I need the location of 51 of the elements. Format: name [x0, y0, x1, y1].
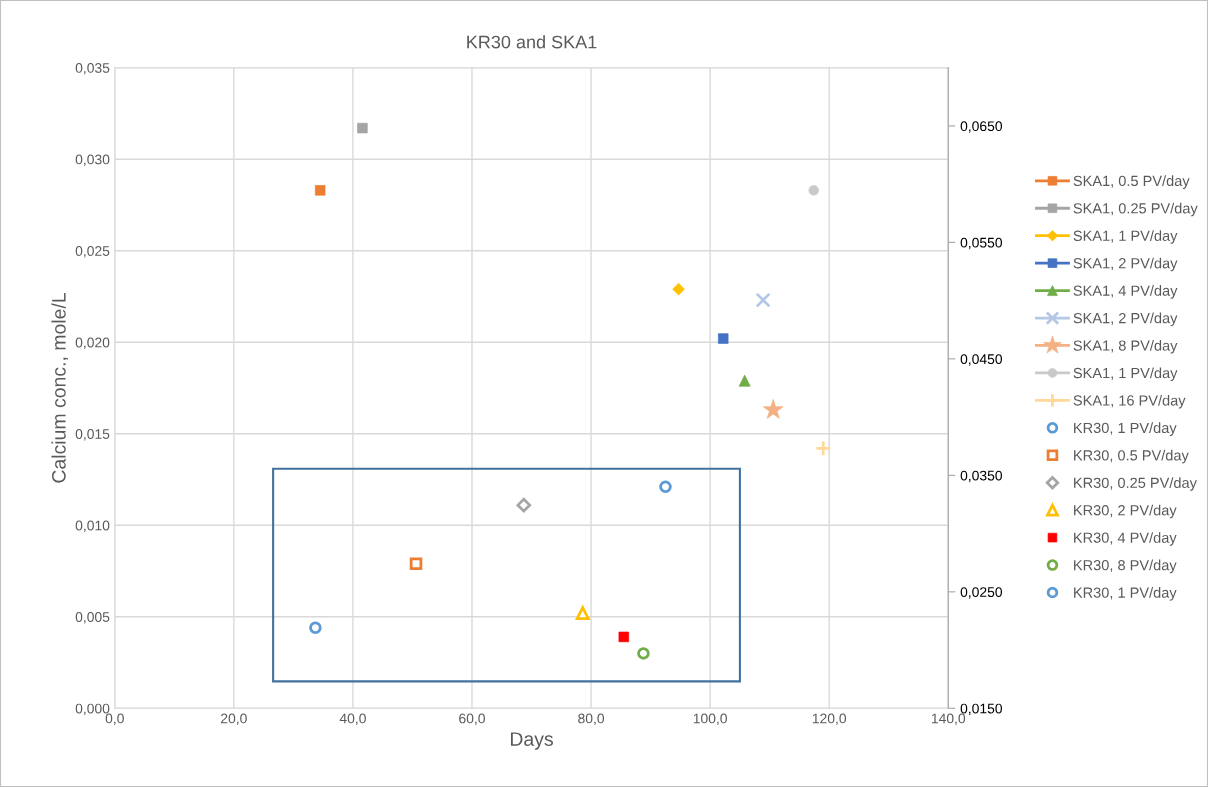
legend-label: SKA1, 0.25 PV/day — [1073, 202, 1198, 217]
y-tick-label: 0,015 — [75, 429, 110, 441]
x-axis-title: Days — [510, 732, 553, 750]
y-tick-label: 0,020 — [75, 337, 110, 350]
point — [814, 440, 832, 457]
x-tick-label: 100,0 — [693, 713, 727, 725]
y2-tick-label: 0,0250 — [960, 587, 1003, 599]
chart-title: KR30 and SKA1 — [467, 35, 597, 49]
x-tick-label: 120,0 — [812, 713, 847, 725]
y-tick-label: 0,010 — [75, 520, 110, 533]
point — [409, 557, 423, 570]
y2-tick-label: 0,0150 — [960, 703, 1003, 716]
x-tick-label: 40,0 — [339, 713, 366, 725]
point — [637, 647, 650, 660]
y-tick-label: 0,035 — [75, 63, 110, 75]
y2-tick-label: 0,0450 — [960, 354, 1003, 366]
y2-tick-label: 0,0550 — [960, 237, 1003, 250]
y-axis-title: Calcium conc., mole/L — [51, 292, 69, 483]
x-tick-label: 60,0 — [459, 713, 485, 725]
x-tick-label: 80,0 — [578, 713, 605, 725]
y-tick-label: 0,005 — [75, 612, 110, 624]
legend-label: KR30, 1 PV/day — [1074, 587, 1177, 601]
point — [575, 606, 590, 621]
point — [309, 621, 322, 635]
legend-label: KR30, 2 PV/day — [1074, 504, 1177, 519]
x-tick-label: 20,0 — [221, 713, 247, 725]
point — [516, 497, 532, 513]
legend-label: KR30, 1 PV/day — [1074, 422, 1177, 436]
y2-tick-label: 0,0350 — [960, 470, 1003, 483]
point — [755, 292, 771, 308]
legend-label: KR30, 0.25 PV/day — [1074, 477, 1197, 491]
legend-label: KR30, 0.5 PV/day — [1074, 449, 1189, 464]
legend-label: SKA1, 16 PV/day — [1073, 394, 1186, 409]
x-tick-label: 0,0 — [105, 713, 124, 725]
legend-label: SKA1, 4 PV/day — [1073, 285, 1178, 299]
y-tick-label: 0,025 — [75, 246, 110, 258]
x-tick-label: 140,0 — [931, 713, 966, 725]
legend-label: SKA1, 2 PV/day — [1073, 257, 1178, 272]
y-tick-label: 0,030 — [75, 154, 110, 167]
legend-label: SKA1, 1 PV/day — [1073, 367, 1178, 382]
legend-label: KR30, 4 PV/day — [1074, 532, 1177, 546]
y2-tick-label: 0,0650 — [960, 121, 1003, 133]
point — [672, 282, 685, 296]
legend-label: KR30, 8 PV/day — [1074, 559, 1177, 574]
legend-label: SKA1, 8 PV/day — [1073, 340, 1178, 354]
legend-label: SKA1, 1 PV/day — [1073, 230, 1178, 244]
legend-label: SKA1, 2 PV/day — [1073, 312, 1178, 327]
legend-label: SKA1, 0.5 PV/day — [1073, 175, 1190, 189]
y-tick-label: 0,000 — [75, 703, 110, 716]
point — [618, 631, 630, 643]
point — [659, 480, 672, 494]
